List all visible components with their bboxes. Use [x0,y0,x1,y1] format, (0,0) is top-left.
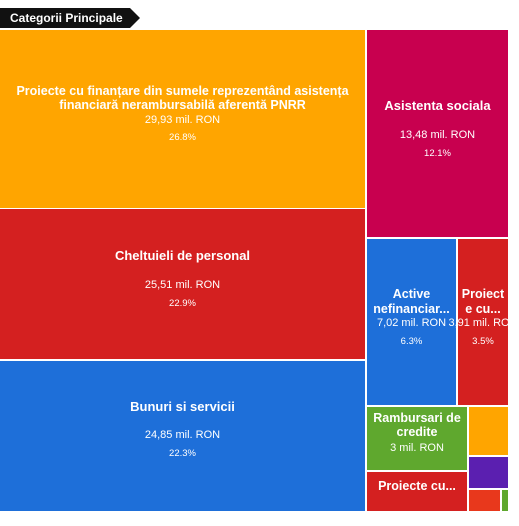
cell-percent-label: 26.8% [169,132,196,143]
cell-percent-label: 22.3% [169,448,196,459]
cell-percent-label: 12.1% [424,148,451,159]
treemap-cell[interactable]: Asistenta sociala 13,48 mil. RON 12.1% [367,30,508,237]
treemap-cell[interactable] [469,407,508,455]
treemap-rect[interactable] [469,490,500,511]
treemap-rect[interactable] [367,239,456,405]
cell-value-label: 24,85 mil. RON [145,429,220,441]
cell-percent-label: 22.9% [169,298,196,309]
cell-value-label: 3,91 mil. RON [448,317,517,329]
treemap-cell[interactable]: Active nefinanciar...7,02 mil. RON 6.3% [367,239,456,405]
treemap-cell[interactable]: Proiecte cu finanțare din sumele repreze… [0,30,365,208]
treemap-cell[interactable]: Cheltuieli de personal 25,51 mil. RON 22.9… [0,209,365,359]
treemap-rect[interactable] [502,490,508,511]
cell-percent-label: 6.3% [401,336,423,347]
cell-value-label: 29,93 mil. RON [145,114,220,126]
treemap-rect[interactable] [0,361,365,511]
treemap-rect[interactable] [367,407,467,470]
cell-name-label: Asistenta sociala [384,98,491,113]
cell-name-label: Proiecte cu... [378,479,456,493]
treemap-cell[interactable] [469,457,508,488]
cell-value-label: 7,02 mil. RON [377,317,446,329]
treemap-cell[interactable] [469,490,500,511]
cell-value-label: 25,51 mil. RON [145,279,220,291]
cell-name-label: Rambursari de credite [373,411,461,439]
treemap-cell[interactable]: Proiecte cu... [367,472,467,511]
treemap-rect[interactable] [458,239,508,405]
cell-name-label: Cheltuieli de personal [115,248,250,263]
cell-name-label: Bunuri si servicii [130,399,235,414]
treemap-rect[interactable] [367,472,467,511]
treemap-rect[interactable] [367,30,508,237]
breadcrumb-background [0,8,140,28]
treemap-rect[interactable] [469,457,508,488]
cell-name-label: Active nefinanciar... [373,287,449,316]
treemap-rect[interactable] [469,407,508,455]
treemap-cell[interactable]: Proiect e cu...3,91 mil. RON 3.5% [448,239,518,405]
treemap-cell[interactable]: Rambursari de credite 3 mil. RON [367,407,467,470]
treemap-cell[interactable]: Bunuri si servicii 24,85 mil. RON 22.3% [0,361,365,511]
cell-value-label: 3 mil. RON [390,442,444,454]
cell-value-label: 13,48 mil. RON [400,129,475,141]
treemap-cell[interactable] [502,490,508,511]
treemap-rect[interactable] [0,30,365,208]
breadcrumb-label: Categorii Principale [10,11,123,25]
treemap-rect[interactable] [0,209,365,359]
cell-percent-label: 3.5% [472,336,494,347]
breadcrumb[interactable]: Categorii Principale [0,8,140,28]
cell-name-label: Proiecte cu finanțare din sumele repreze… [16,84,349,112]
